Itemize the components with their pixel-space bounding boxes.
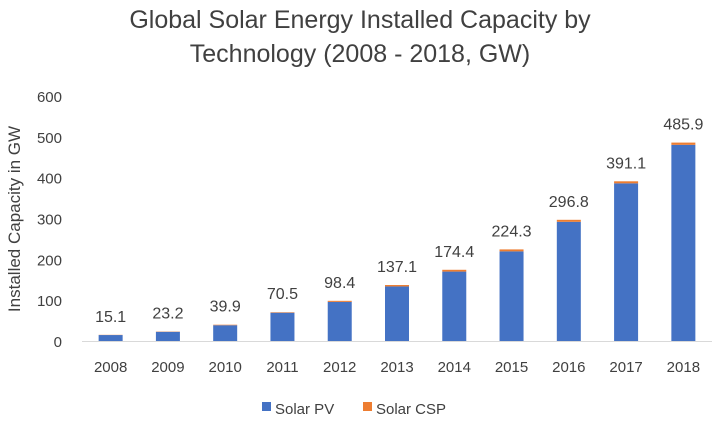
y-tick-label: 200	[37, 252, 62, 269]
chart-title-line-2: Technology (2008 - 2018, GW)	[190, 40, 530, 68]
bar-solar-csp-2015	[500, 249, 524, 251]
x-tick-label: 2012	[323, 359, 356, 376]
chart-title: Global Solar Energy Installed Capacity b…	[129, 6, 591, 68]
legend: Solar PV Solar CSP	[262, 401, 446, 418]
y-tick-label: 0	[54, 334, 62, 351]
x-tick-label: 2015	[495, 359, 528, 376]
bar-solar-csp-2010	[213, 325, 237, 326]
bar-solar-pv-2018	[671, 145, 695, 341]
y-tick-label: 300	[37, 212, 62, 229]
data-label-total: 174.4	[434, 244, 474, 261]
bar-solar-pv-2014	[442, 272, 466, 341]
legend-label-solar-pv: Solar PV	[275, 401, 334, 418]
bar-solar-csp-2016	[557, 220, 581, 222]
data-label-total: 391.1	[606, 155, 646, 172]
legend-label-solar-csp: Solar CSP	[376, 401, 446, 418]
x-tick-label: 2010	[208, 359, 241, 376]
y-tick-label: 100	[37, 293, 62, 310]
bar-solar-pv-2009	[156, 332, 180, 341]
bar-solar-pv-2016	[557, 222, 581, 341]
data-label-total: 70.5	[267, 286, 298, 303]
legend-swatch-solar-pv	[262, 402, 271, 411]
y-tick-label: 600	[37, 89, 62, 106]
bar-solar-pv-2008	[99, 335, 123, 341]
bar-solar-pv-2010	[213, 325, 237, 341]
bars	[99, 143, 696, 341]
x-tick-label: 2011	[266, 359, 298, 376]
x-tick-label: 2013	[380, 359, 413, 376]
bar-solar-pv-2013	[385, 286, 409, 341]
data-label-total: 15.1	[95, 309, 126, 326]
data-label-total: 98.4	[324, 275, 355, 292]
x-tick-label: 2009	[151, 359, 184, 376]
x-tick-label: 2014	[438, 359, 471, 376]
bar-solar-csp-2018	[671, 143, 695, 145]
data-label-total: 485.9	[663, 117, 703, 134]
data-label-total: 39.9	[210, 299, 241, 316]
x-axis-ticks: 2008 2009 2010 2011 2012 2013 2014 2015 2016 2017…	[94, 359, 700, 376]
data-label-total: 137.1	[377, 259, 417, 276]
y-tick-label: 500	[37, 130, 62, 147]
bar-solar-csp-2013	[385, 285, 409, 286]
y-tick-label: 400	[37, 171, 62, 188]
data-label-total: 296.8	[549, 194, 589, 211]
x-tick-label: 2008	[94, 359, 127, 376]
bar-solar-csp-2014	[442, 270, 466, 272]
bar-solar-csp-2017	[614, 181, 638, 183]
bar-solar-pv-2015	[500, 251, 524, 341]
x-tick-label: 2017	[609, 359, 642, 376]
legend-swatch-solar-csp	[363, 402, 372, 411]
bar-solar-pv-2012	[328, 302, 352, 341]
chart-title-line-1: Global Solar Energy Installed Capacity b…	[129, 6, 591, 34]
x-tick-label: 2016	[552, 359, 585, 376]
y-axis-ticks: 0 100 200 300 400 500 600	[37, 89, 62, 351]
y-axis-label: Installed Capacity in GW	[5, 126, 24, 312]
x-tick-label: 2018	[667, 359, 700, 376]
data-label-total: 224.3	[492, 223, 532, 240]
bar-solar-csp-2012	[328, 301, 352, 302]
bar-solar-pv-2017	[614, 183, 638, 341]
data-label-total: 23.2	[152, 306, 183, 323]
bar-solar-pv-2011	[270, 313, 294, 341]
